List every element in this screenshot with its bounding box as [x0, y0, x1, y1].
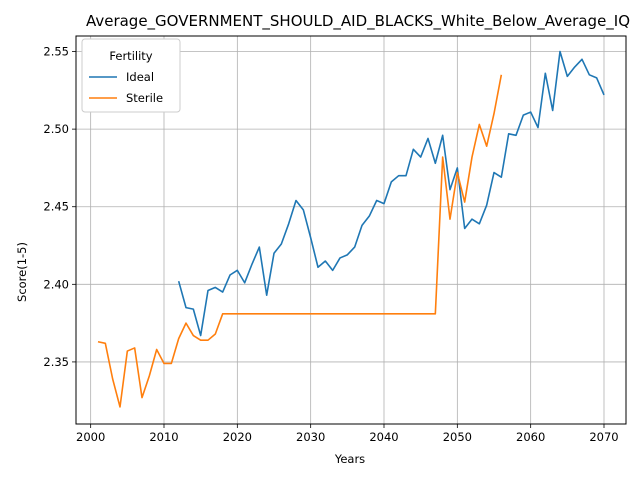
x-tick-label: 2040: [369, 430, 398, 444]
y-tick-label: 2.50: [43, 122, 69, 136]
x-tick-label: 2020: [223, 430, 252, 444]
series-layer: [97, 50, 605, 408]
x-axis-label: Years: [334, 452, 365, 466]
legend-label-sterile: Sterile: [126, 91, 163, 105]
x-tick-label: 2010: [149, 430, 178, 444]
y-tick-label: 2.45: [43, 200, 69, 214]
x-tick-label: 2000: [76, 430, 105, 444]
x-axis-ticks: 2000 2010 2020 2030 2040 2050 2060 2070: [76, 424, 619, 444]
x-tick-label: 2060: [516, 430, 545, 444]
x-tick-label: 2030: [296, 430, 325, 444]
x-tick-label: 2050: [443, 430, 472, 444]
y-tick-label: 2.40: [43, 277, 69, 291]
x-tick-label: 2070: [589, 430, 618, 444]
legend-box: [81, 38, 181, 113]
y-tick-label: 2.55: [43, 45, 69, 59]
y-tick-label: 2.35: [43, 355, 69, 369]
y-axis-label: Score(1-5): [15, 242, 29, 302]
chart-title: Average_GOVERNMENT_SHOULD_AID_BLACKS_Whi…: [86, 12, 630, 31]
legend: Fertility Ideal Sterile: [81, 38, 181, 113]
legend-title: Fertility: [109, 49, 152, 63]
series-line-sterile: [97, 74, 503, 408]
y-axis-ticks: 2.35 2.40 2.45 2.50 2.55: [43, 45, 76, 369]
plot-frame: [75, 35, 627, 425]
legend-label-ideal: Ideal: [126, 70, 154, 84]
grid-lines: [76, 36, 626, 424]
series-line-ideal: [177, 50, 605, 337]
